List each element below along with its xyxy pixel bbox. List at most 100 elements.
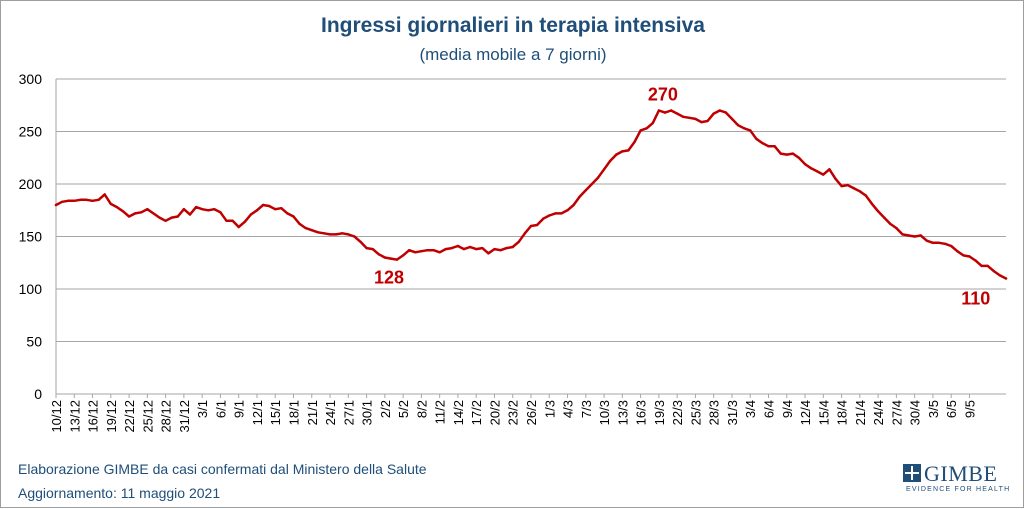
data-point <box>621 150 624 153</box>
data-point <box>785 153 788 156</box>
data-point <box>590 182 594 186</box>
x-tick-label: 30/4 <box>908 400 923 425</box>
data-point <box>481 246 484 250</box>
data-point <box>322 232 326 235</box>
data-point <box>633 140 636 144</box>
y-tick-label: 150 <box>19 229 43 245</box>
x-tick-label: 25/3 <box>688 400 703 425</box>
data-point <box>609 159 612 163</box>
x-tick-label: 3/5 <box>926 400 941 418</box>
data-point <box>779 152 782 155</box>
series-line <box>54 109 1008 280</box>
data-point <box>1004 277 1008 280</box>
gimbe-logo: GIMBE EVIDENCE FOR HEALTH <box>903 461 1015 497</box>
data-point <box>956 250 959 253</box>
data-point <box>657 109 661 112</box>
data-point <box>401 254 405 257</box>
chart-title: Ingressi giornalieri in terapia intensiv… <box>321 14 705 37</box>
data-point <box>560 212 563 215</box>
data-point <box>85 198 88 201</box>
data-point <box>353 235 356 238</box>
data-point <box>730 117 734 121</box>
logo-mark-icon <box>903 464 921 482</box>
data-point <box>341 232 344 235</box>
data-point <box>121 210 125 213</box>
data-point <box>383 256 386 259</box>
data-point <box>73 199 76 202</box>
y-tick-label: 300 <box>19 71 43 87</box>
update-date: Aggiornamento: 11 maggio 2021 <box>18 485 221 501</box>
data-point <box>876 210 880 213</box>
data-point <box>462 247 466 251</box>
data-point <box>115 205 119 209</box>
data-point <box>371 247 374 251</box>
data-point <box>535 223 539 227</box>
data-point <box>468 245 472 249</box>
data-point <box>152 212 155 215</box>
y-tick-label: 200 <box>19 176 43 192</box>
data-point <box>889 222 892 226</box>
data-point <box>651 121 654 125</box>
data-point <box>517 240 520 243</box>
data-point <box>706 119 709 123</box>
x-tick-label: 3/4 <box>743 400 758 418</box>
logo-name: GIMBE <box>924 461 998 486</box>
data-point <box>499 249 502 252</box>
data-point <box>249 213 253 216</box>
x-tick-label: 22/3 <box>670 400 685 425</box>
data-point <box>761 141 764 145</box>
data-point <box>487 252 490 255</box>
data-point <box>980 264 983 268</box>
data-point <box>231 219 234 222</box>
x-tick-label: 5/2 <box>396 400 411 418</box>
x-tick-label: 31/12 <box>177 400 192 433</box>
data-point <box>255 209 259 212</box>
data-point <box>907 234 910 237</box>
data-point <box>127 215 131 218</box>
data-point <box>919 234 922 237</box>
data-point <box>809 167 813 170</box>
data-point <box>852 187 855 190</box>
x-tick-label: 17/2 <box>469 400 484 425</box>
x-tick-label: 23/2 <box>506 400 521 425</box>
data-point <box>207 209 210 212</box>
data-point <box>584 189 587 192</box>
data-point <box>414 251 417 254</box>
data-point <box>188 213 192 216</box>
data-point <box>822 173 825 176</box>
data-point <box>328 233 332 236</box>
x-tick-label: 14/2 <box>451 400 466 425</box>
x-tick-label: 19/12 <box>104 400 119 433</box>
data-point <box>529 224 533 228</box>
x-tick-label: 18/1 <box>287 400 302 425</box>
data-point <box>639 129 642 132</box>
gridlines <box>56 78 1006 342</box>
data-point <box>164 219 167 222</box>
data-point <box>986 264 989 268</box>
data-point <box>511 245 514 249</box>
data-point <box>688 116 691 120</box>
x-tick-label: 15/4 <box>816 400 831 425</box>
data-point <box>943 242 947 245</box>
x-tick-label: 13/3 <box>615 400 630 425</box>
logo-tagline: EVIDENCE FOR HEALTH <box>906 486 1011 493</box>
x-tick-label: 28/12 <box>159 400 174 433</box>
axes <box>55 79 1006 398</box>
data-point <box>602 168 606 171</box>
data-point <box>828 168 831 171</box>
x-tick-label: 9/5 <box>962 400 977 418</box>
x-tick-label: 15/1 <box>268 400 283 425</box>
data-point <box>60 200 64 203</box>
data-point <box>901 233 904 236</box>
data-point <box>134 212 137 215</box>
x-tick-label: 6/5 <box>944 400 959 418</box>
x-tick-label: 12/1 <box>250 400 265 425</box>
data-point <box>578 195 581 198</box>
data-point <box>237 225 240 229</box>
data-point <box>694 117 697 121</box>
x-tick-label: 10/3 <box>597 400 612 425</box>
annotation-label: 270 <box>648 85 678 105</box>
data-point <box>91 199 94 202</box>
data-point <box>79 198 82 201</box>
